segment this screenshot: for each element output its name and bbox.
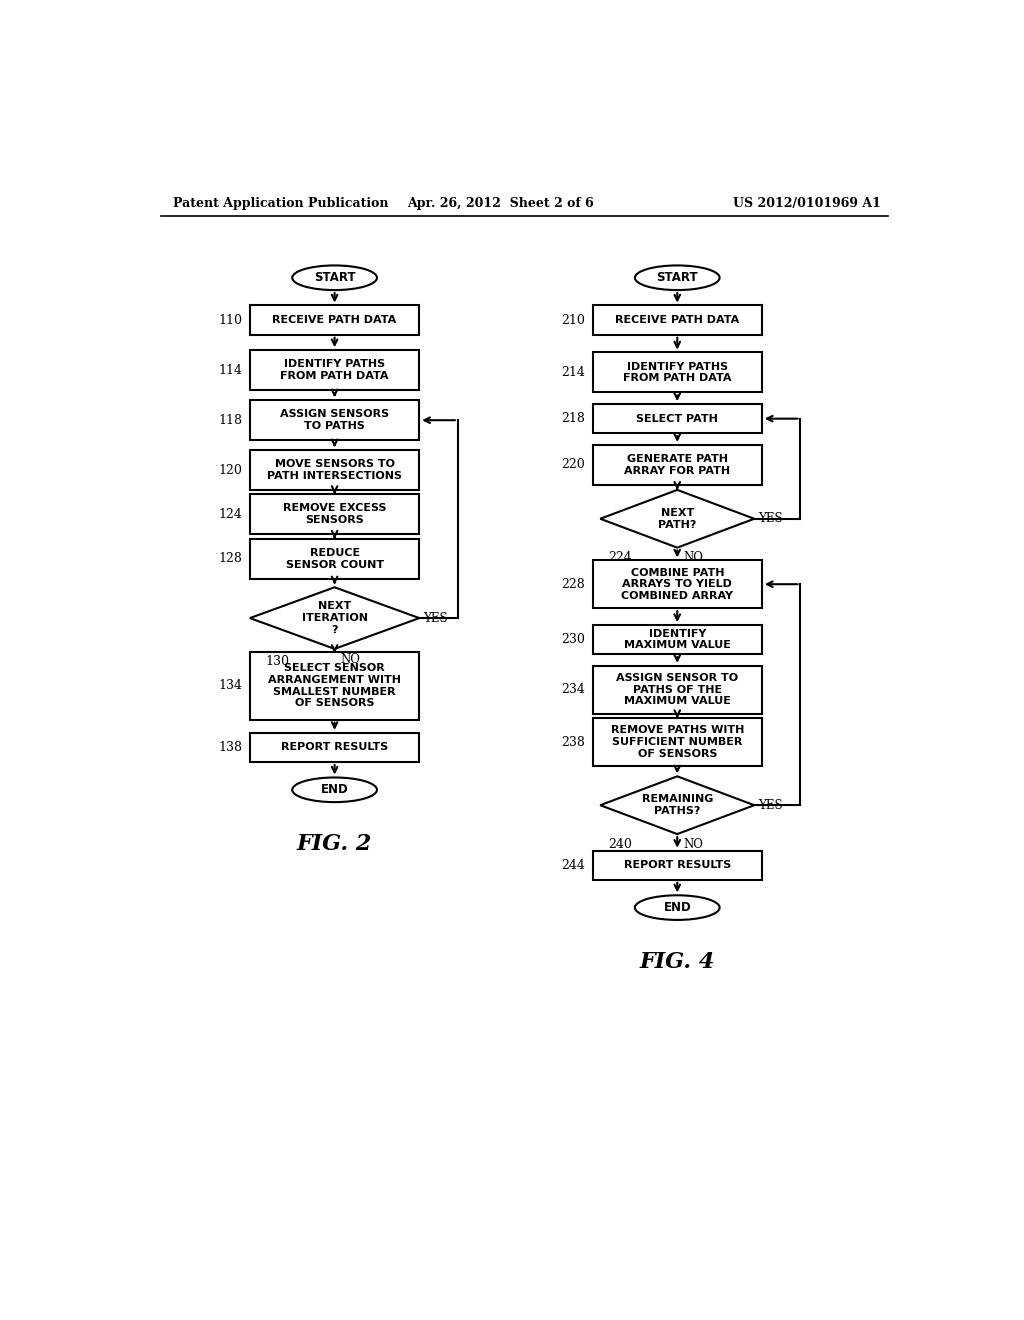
Text: YES: YES [758,799,782,812]
Text: REDUCE
SENSOR COUNT: REDUCE SENSOR COUNT [286,548,384,570]
Text: COMBINE PATH
ARRAYS TO YIELD
COMBINED ARRAY: COMBINE PATH ARRAYS TO YIELD COMBINED AR… [622,568,733,601]
Text: 240: 240 [608,838,632,851]
Text: Apr. 26, 2012  Sheet 2 of 6: Apr. 26, 2012 Sheet 2 of 6 [407,197,594,210]
Text: ASSIGN SENSORS
TO PATHS: ASSIGN SENSORS TO PATHS [280,409,389,432]
FancyBboxPatch shape [593,352,762,392]
Text: NO: NO [683,552,703,565]
Text: REMAINING
PATHS?: REMAINING PATHS? [642,795,713,816]
Text: NO: NO [341,653,360,665]
Text: MOVE SENSORS TO
PATH INTERSECTIONS: MOVE SENSORS TO PATH INTERSECTIONS [267,459,402,480]
Text: NEXT
ITERATION
?: NEXT ITERATION ? [302,602,368,635]
Text: SELECT PATH: SELECT PATH [636,413,718,424]
FancyBboxPatch shape [593,445,762,484]
Text: 134: 134 [218,680,243,693]
Text: RECEIVE PATH DATA: RECEIVE PATH DATA [615,315,739,325]
Text: NO: NO [683,838,703,851]
Text: END: END [664,902,691,915]
Text: START: START [656,271,698,284]
Text: 210: 210 [561,314,585,326]
Text: REPORT RESULTS: REPORT RESULTS [624,861,731,870]
Text: YES: YES [423,611,447,624]
Text: REMOVE PATHS WITH
SUFFICIENT NUMBER
OF SENSORS: REMOVE PATHS WITH SUFFICIENT NUMBER OF S… [610,726,744,759]
FancyBboxPatch shape [593,665,762,714]
Polygon shape [600,490,755,548]
FancyBboxPatch shape [593,626,762,655]
Text: REPORT RESULTS: REPORT RESULTS [281,742,388,752]
Text: 218: 218 [561,412,585,425]
Text: Patent Application Publication: Patent Application Publication [173,197,388,210]
FancyBboxPatch shape [250,733,419,762]
FancyBboxPatch shape [593,718,762,766]
FancyBboxPatch shape [250,494,419,535]
Text: 214: 214 [561,366,585,379]
Text: 220: 220 [561,458,585,471]
Text: IDENTIFY PATHS
FROM PATH DATA: IDENTIFY PATHS FROM PATH DATA [623,362,731,383]
Text: GENERATE PATH
ARRAY FOR PATH: GENERATE PATH ARRAY FOR PATH [625,454,730,475]
Text: SELECT SENSOR
ARRANGEMENT WITH
SMALLEST NUMBER
OF SENSORS: SELECT SENSOR ARRANGEMENT WITH SMALLEST … [268,664,401,709]
Text: IDENTIFY
MAXIMUM VALUE: IDENTIFY MAXIMUM VALUE [624,628,731,651]
Polygon shape [600,776,755,834]
Polygon shape [250,587,419,649]
Text: 130: 130 [265,655,290,668]
Text: REMOVE EXCESS
SENSORS: REMOVE EXCESS SENSORS [283,503,386,525]
FancyBboxPatch shape [250,400,419,441]
Text: ASSIGN SENSOR TO
PATHS OF THE
MAXIMUM VALUE: ASSIGN SENSOR TO PATHS OF THE MAXIMUM VA… [616,673,738,706]
FancyBboxPatch shape [593,305,762,335]
Text: 234: 234 [561,684,585,696]
FancyBboxPatch shape [250,450,419,490]
FancyBboxPatch shape [593,560,762,609]
Text: 124: 124 [218,508,243,520]
FancyBboxPatch shape [250,652,419,719]
Text: 230: 230 [561,634,585,647]
Text: 120: 120 [218,463,243,477]
FancyBboxPatch shape [250,539,419,578]
FancyBboxPatch shape [593,850,762,880]
Text: END: END [321,783,348,796]
Text: NEXT
PATH?: NEXT PATH? [658,508,696,529]
Text: RECEIVE PATH DATA: RECEIVE PATH DATA [272,315,396,325]
Text: FIG. 4: FIG. 4 [640,950,715,973]
FancyBboxPatch shape [250,305,419,335]
Text: 238: 238 [561,735,585,748]
FancyBboxPatch shape [593,404,762,433]
FancyBboxPatch shape [250,350,419,391]
Text: START: START [313,271,355,284]
Text: 228: 228 [561,578,585,591]
Text: 224: 224 [608,552,632,565]
Text: 138: 138 [218,741,243,754]
Text: IDENTIFY PATHS
FROM PATH DATA: IDENTIFY PATHS FROM PATH DATA [281,359,389,381]
Text: 114: 114 [218,363,243,376]
Text: 110: 110 [218,314,243,326]
Text: 118: 118 [218,413,243,426]
Text: YES: YES [758,512,782,525]
Text: 128: 128 [218,552,243,565]
Text: 244: 244 [561,859,585,871]
Text: FIG. 2: FIG. 2 [297,833,373,855]
Text: US 2012/0101969 A1: US 2012/0101969 A1 [733,197,882,210]
